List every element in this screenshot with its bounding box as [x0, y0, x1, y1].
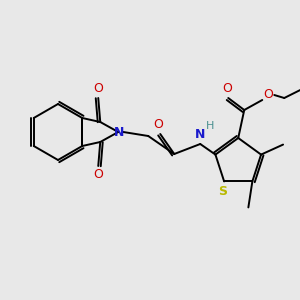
Text: O: O [222, 82, 232, 95]
Text: O: O [263, 88, 273, 101]
Text: N: N [114, 125, 124, 139]
Text: N: N [195, 128, 206, 140]
Text: S: S [218, 185, 226, 198]
Text: O: O [93, 169, 103, 182]
Text: O: O [153, 118, 163, 131]
Text: O: O [93, 82, 103, 95]
Text: H: H [206, 121, 214, 131]
